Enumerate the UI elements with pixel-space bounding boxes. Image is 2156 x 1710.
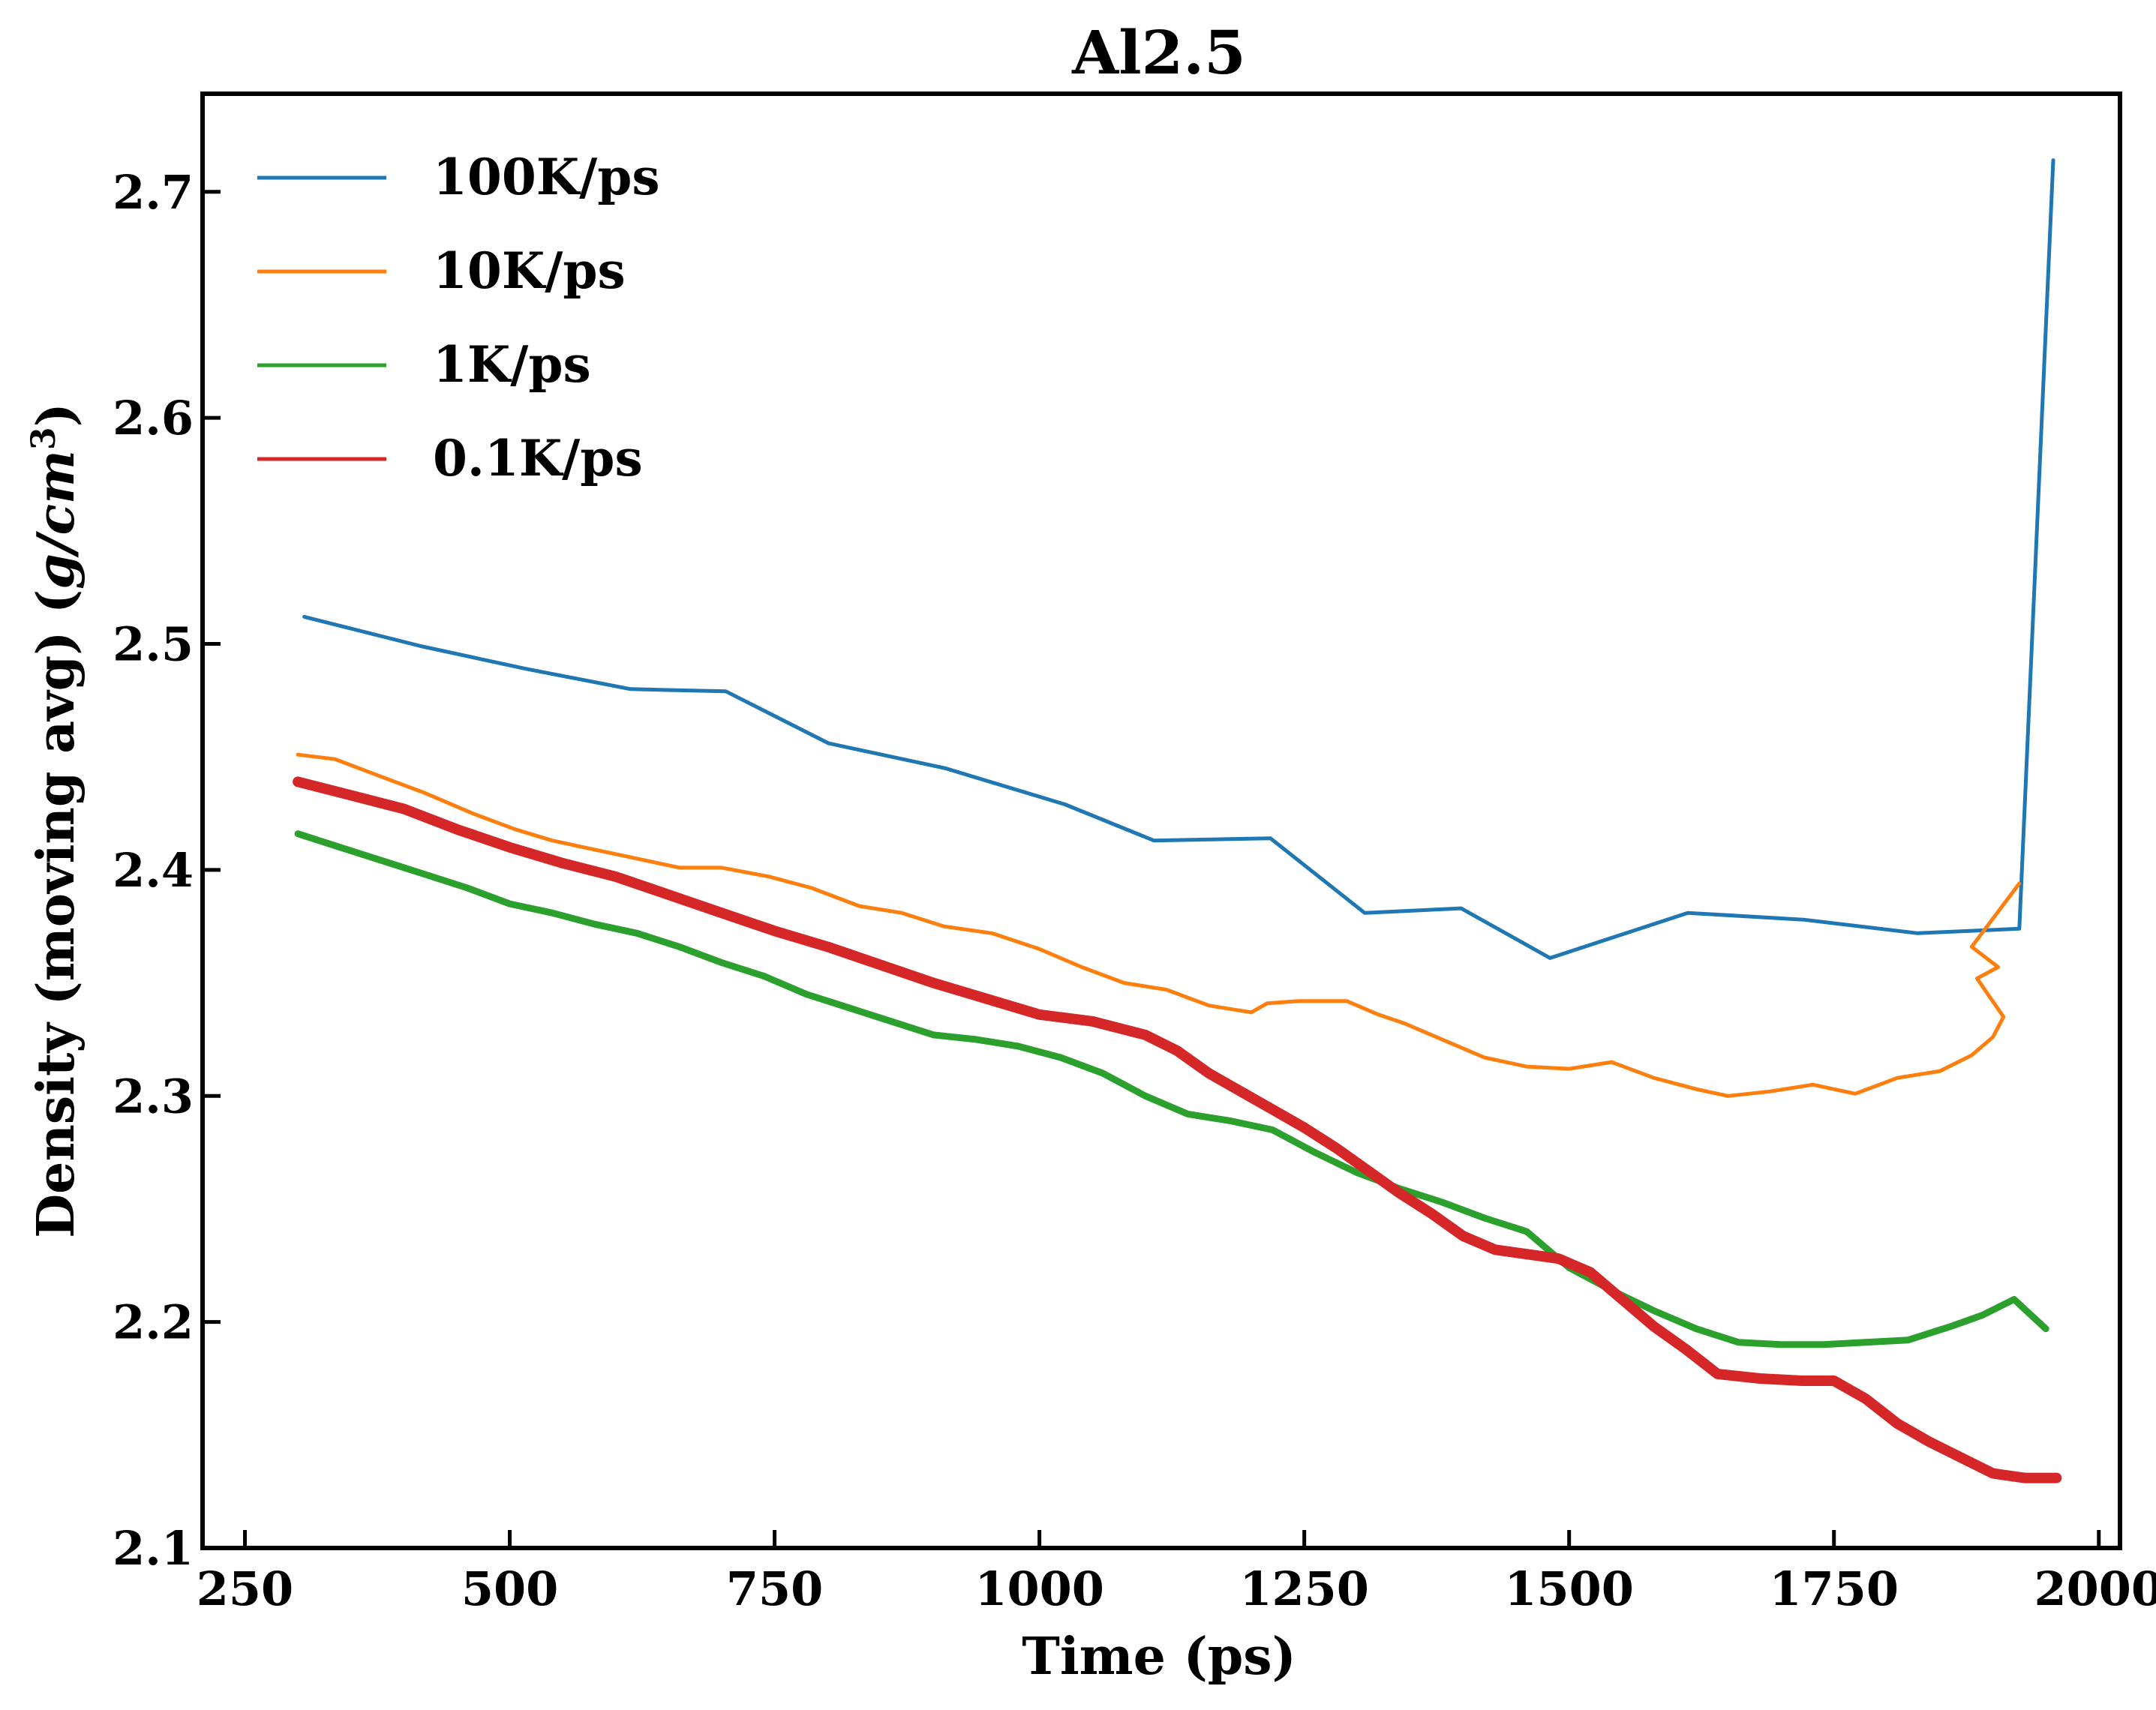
x-tick-label-5: 1500 [1504, 1562, 1634, 1616]
x-axis-label: Time (ps) [1022, 1627, 1296, 1687]
x-tick-label-0: 250 [197, 1562, 293, 1616]
x-tick-label-2: 750 [726, 1562, 823, 1616]
y-tick-label-4: 2.5 [113, 617, 194, 672]
legend-label-3: 0.1K/ps [433, 429, 643, 488]
x-tick-label-6: 1750 [1769, 1562, 1899, 1616]
y-tick-label-5: 2.6 [113, 391, 194, 446]
y-axis-label-prefix: Density (moving avg) ( [26, 590, 86, 1238]
y-tick-label-1: 2.2 [113, 1295, 194, 1350]
plot-frame [200, 92, 2122, 1550]
x-tick-label-1: 500 [461, 1562, 558, 1616]
x-tick-label-7: 2000 [2034, 1562, 2156, 1616]
ticks-layer: 250 500 750 1000 1250 1500 1750 2000 2.1 2.2 2.3 2.… [113, 165, 2156, 1616]
y-tick-label-0: 2.1 [113, 1521, 194, 1576]
series-line-0 [302, 158, 2055, 960]
series-line-2 [294, 830, 2049, 1348]
legend: 100K/ps 10K/ps 1K/ps 0.1K/ps [257, 148, 660, 488]
legend-label-2: 1K/ps [433, 335, 591, 394]
series-layer [293, 158, 2062, 1484]
y-tick-label-6: 2.7 [113, 165, 194, 220]
y-tick-label-3: 2.4 [113, 843, 194, 898]
x-tick-label-3: 1000 [974, 1562, 1104, 1616]
y-axis-label-exponent: 3 [25, 427, 63, 450]
x-tick-label-4: 1250 [1239, 1562, 1369, 1616]
chart-title: Al2.5 [1071, 17, 1246, 88]
legend-label-1: 10K/ps [433, 242, 626, 300]
y-axis-label-suffix: ) [26, 403, 86, 427]
y-axis-label-unit: g/cm [26, 450, 86, 590]
y-axis-label: Density (moving avg) (g/cm3) [25, 403, 87, 1238]
series-line-3 [293, 776, 2062, 1484]
series-line-1 [296, 752, 2022, 1098]
legend-label-0: 100K/ps [433, 148, 660, 206]
y-tick-label-2: 2.3 [113, 1069, 194, 1124]
